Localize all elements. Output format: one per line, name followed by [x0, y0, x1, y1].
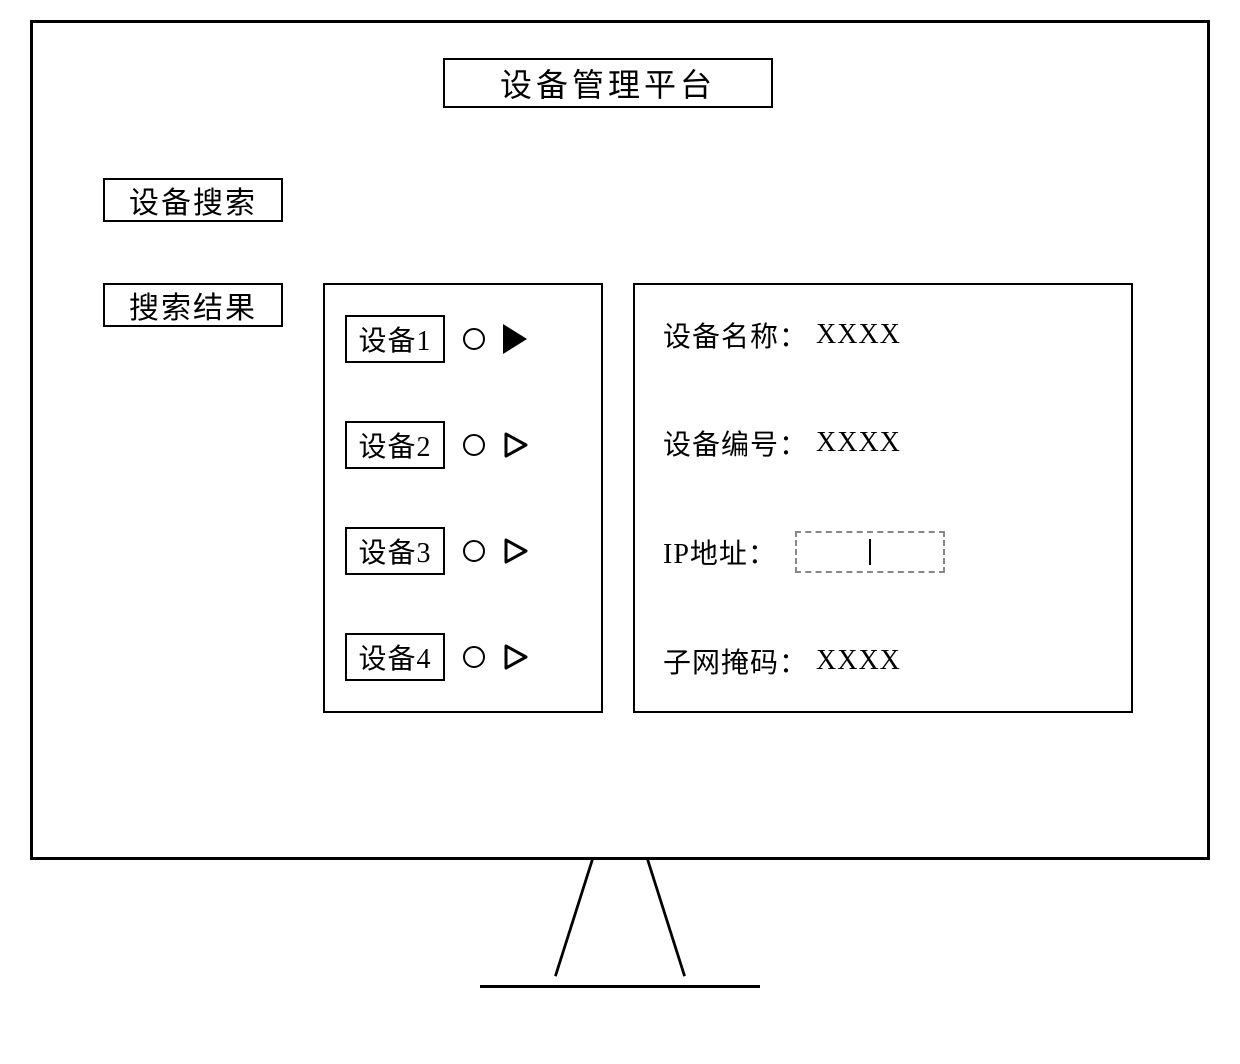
ip-address-input[interactable]: [795, 531, 945, 573]
subnet-mask-label: 子网掩码：: [663, 641, 808, 681]
device-name-box: 设备4: [345, 633, 445, 681]
device-search-label: 设备搜索: [129, 178, 257, 222]
search-results-label-box: 搜索结果: [103, 283, 283, 327]
detail-row-id: 设备编号： XXXX: [663, 423, 1103, 463]
detail-row-subnet: 子网掩码： XXXX: [663, 641, 1103, 681]
monitor-screen: 设备管理平台 设备搜索 搜索结果 设备1 设备2 设备3 设备: [30, 20, 1210, 860]
device-row-2[interactable]: 设备2: [345, 421, 581, 469]
device-list-panel: 设备1 设备2 设备3 设备4: [323, 283, 603, 713]
radio-icon[interactable]: [463, 540, 485, 562]
device-id-value: XXXX: [816, 427, 901, 459]
play-outline-icon[interactable]: [503, 643, 529, 671]
play-outline-icon[interactable]: [503, 431, 529, 459]
title-text: 设备管理平台: [500, 60, 716, 106]
play-outline-icon[interactable]: [503, 537, 529, 565]
radio-icon[interactable]: [463, 328, 485, 350]
device-row-4[interactable]: 设备4: [345, 633, 581, 681]
radio-icon[interactable]: [463, 646, 485, 668]
device-detail-panel: 设备名称： XXXX 设备编号： XXXX IP地址： 子网掩码： XXXX: [633, 283, 1133, 713]
device-row-3[interactable]: 设备3: [345, 527, 581, 575]
device-name-box: 设备3: [345, 527, 445, 575]
device-id-label: 设备编号：: [663, 423, 808, 463]
page-title: 设备管理平台: [443, 58, 773, 108]
device-row-1[interactable]: 设备1: [345, 315, 581, 363]
device-name-box: 设备1: [345, 315, 445, 363]
detail-row-ip: IP地址：: [663, 531, 1103, 573]
text-cursor-icon: [869, 539, 871, 565]
monitor-base: [480, 985, 760, 988]
radio-icon[interactable]: [463, 434, 485, 456]
device-name-value: XXXX: [816, 319, 901, 351]
ip-address-label: IP地址：: [663, 532, 777, 572]
search-results-label: 搜索结果: [129, 283, 257, 327]
device-name-label: 设备名称：: [663, 315, 808, 355]
monitor-neck: [540, 858, 700, 978]
play-filled-icon[interactable]: [503, 324, 527, 354]
subnet-mask-value: XXXX: [816, 645, 901, 677]
device-search-button[interactable]: 设备搜索: [103, 178, 283, 222]
detail-row-name: 设备名称： XXXX: [663, 315, 1103, 355]
device-name-box: 设备2: [345, 421, 445, 469]
